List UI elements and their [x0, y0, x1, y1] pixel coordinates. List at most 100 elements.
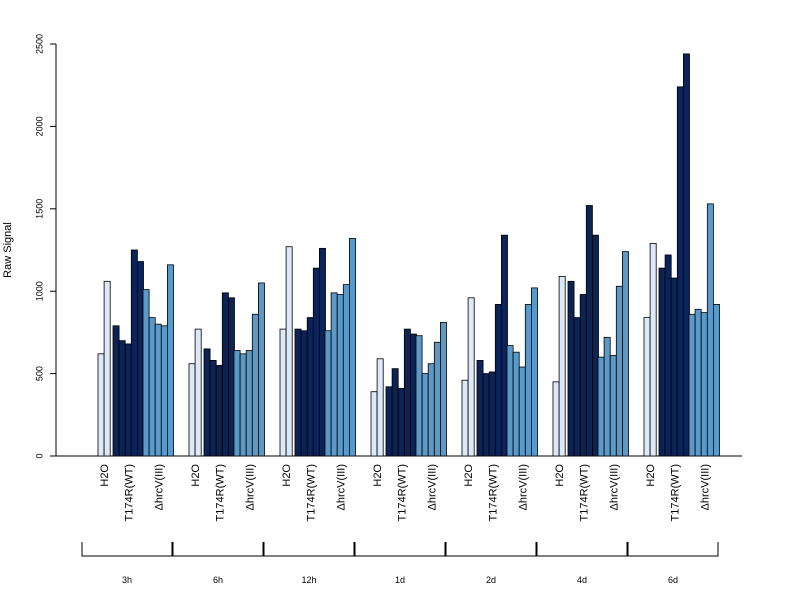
group-label: ΔhrcV(III)	[426, 464, 438, 510]
bar-6d-group3-rep1	[688, 313, 696, 457]
group-label: H2O	[463, 464, 475, 487]
bar-1d-group3-rep4	[433, 341, 441, 457]
bar-4d-group1-rep1	[552, 381, 560, 457]
y-axis: 0 500 1000 1500 2000 2500	[34, 34, 57, 459]
bar-4d-group2-rep4	[585, 205, 593, 457]
group-label: T174R(WT)	[214, 464, 226, 521]
group-label: T174R(WT)	[487, 464, 499, 521]
bracket-4d	[536, 542, 628, 557]
bar-3h-group3-rep3	[154, 323, 162, 457]
bar-1d-group2-rep5	[409, 333, 417, 457]
bar-6d-group1-rep1	[643, 317, 651, 457]
bar-3h-group2-rep2	[118, 340, 126, 457]
bars-layer	[97, 53, 720, 457]
bar-6h-group1-rep2	[194, 328, 202, 457]
bar-3h-group3-rep2	[148, 317, 156, 457]
y-axis-title: Raw Signal	[2, 222, 14, 278]
bar-6h-group3-rep5	[257, 282, 265, 457]
y-tick-label: 1000	[34, 281, 44, 301]
bar-3h-group2-rep5	[136, 261, 144, 457]
bar-6d-group2-rep3	[670, 277, 678, 457]
bar-6d-group3-rep3	[700, 312, 708, 457]
bar-4d-group3-rep1	[597, 356, 605, 457]
group-label: T174R(WT)	[669, 464, 681, 521]
bar-3h-group1-rep1	[97, 353, 105, 457]
bar-12h-group3-rep3	[336, 294, 344, 457]
bar-2d-group2-rep4	[494, 303, 502, 457]
y-tick-label: 2500	[34, 34, 44, 54]
bar-6h-group2-rep3	[215, 364, 223, 457]
group-label: H2O	[281, 464, 293, 487]
bar-6h-group3-rep2	[239, 353, 247, 457]
bar-12h-group2-rep5	[318, 247, 326, 457]
bracket-1d	[354, 542, 446, 557]
bar-12h-group2-rep1	[294, 328, 302, 457]
bar-3h-group2-rep3	[124, 343, 132, 457]
bar-12h-group2-rep4	[312, 267, 320, 457]
bar-4d-group1-rep2	[558, 275, 566, 457]
timepoint-label: 3h	[122, 575, 132, 585]
bracket-2d	[445, 542, 537, 557]
group-label: ΔhrcV(III)	[608, 464, 620, 510]
bar-3h-group3-rep5	[166, 264, 174, 457]
bar-6h-group2-rep2	[209, 360, 217, 457]
bar-2d-group3-rep3	[518, 366, 526, 457]
bar-6h-group2-rep5	[227, 297, 235, 457]
bar-2d-group3-rep2	[512, 351, 520, 457]
bar-3h-group1-rep2	[103, 280, 111, 457]
bar-1d-group1-rep2	[376, 358, 384, 457]
group-label: H2O	[554, 464, 566, 487]
bar-3h-group3-rep4	[160, 325, 168, 457]
bar-1d-group3-rep1	[415, 335, 423, 457]
group-label: ΔhrcV(III)	[335, 464, 347, 510]
group-labels-layer: H2O T174R(WT) ΔhrcV(III) H2O T174R(WT) ΔhrcV(…	[99, 464, 711, 522]
bar-3h-group3-rep1	[142, 289, 150, 457]
bar-2d-group3-rep4	[524, 303, 532, 457]
bar-12h-group3-rep4	[342, 284, 350, 457]
bar-1d-group2-rep1	[385, 386, 393, 457]
bar-12h-group2-rep2	[300, 330, 308, 457]
bar-3h-group2-rep4	[130, 249, 138, 457]
timepoint-label: 1d	[395, 575, 405, 585]
timepoint-brackets-layer: 3h 6h 12h 1d 2d 4d 6d	[81, 542, 719, 585]
group-label: H2O	[190, 464, 202, 487]
bar-4d-group2-rep5	[592, 234, 599, 457]
bar-3h-group2-rep1	[112, 325, 120, 457]
bar-12h-group3-rep1	[324, 330, 332, 457]
bar-12h-group3-rep5	[348, 238, 356, 457]
bar-6d-group2-rep2	[664, 254, 672, 457]
y-tick-label: 2000	[34, 116, 44, 136]
bar-6d-group3-rep2	[694, 308, 702, 457]
bar-2d-group2-rep2	[482, 373, 490, 457]
bar-6d-group2-rep5	[683, 53, 690, 457]
bar-6h-group2-rep1	[203, 348, 211, 457]
bar-1d-group2-rep2	[391, 368, 399, 457]
timepoint-label: 6h	[213, 575, 223, 585]
bar-4d-group3-rep5	[622, 251, 629, 457]
timepoint-label: 2d	[486, 575, 496, 585]
bar-6h-group1-rep1	[188, 363, 196, 457]
group-label: ΔhrcV(III)	[153, 464, 165, 510]
group-label: H2O	[372, 464, 384, 487]
bar-1d-group3-rep2	[421, 373, 429, 457]
bar-1d-group3-rep3	[427, 363, 435, 457]
group-label: T174R(WT)	[396, 464, 408, 521]
bar-2d-group2-rep1	[476, 360, 484, 457]
bar-4d-group2-rep1	[567, 280, 575, 457]
bar-12h-group1-rep2	[285, 246, 293, 457]
bar-4d-group2-rep2	[573, 317, 581, 457]
group-label: T174R(WT)	[123, 464, 135, 521]
bar-12h-group3-rep2	[330, 292, 338, 457]
bar-2d-group3-rep1	[506, 345, 514, 457]
bar-4d-group3-rep4	[615, 285, 623, 457]
bar-6d-group2-rep4	[676, 86, 684, 457]
bar-2d-group2-rep3	[488, 371, 496, 457]
group-label: T174R(WT)	[578, 464, 590, 521]
bar-6d-group3-rep4	[706, 203, 714, 457]
bar-2d-group1-rep2	[467, 297, 475, 457]
bar-1d-group2-rep3	[397, 388, 405, 457]
bar-4d-group3-rep3	[609, 355, 617, 457]
y-tick-label: 1500	[34, 199, 44, 219]
group-label: ΔhrcV(III)	[517, 464, 529, 510]
